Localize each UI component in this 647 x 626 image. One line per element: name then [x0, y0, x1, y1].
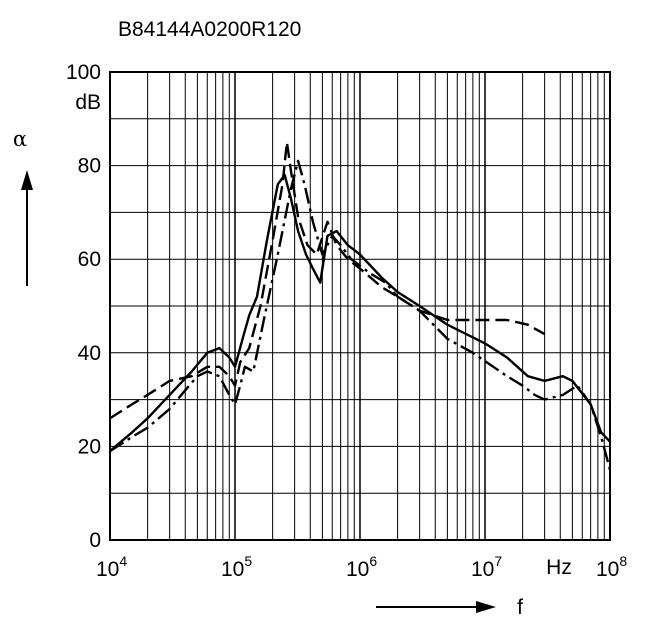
x-axis-label: f [517, 596, 523, 619]
y-tick-labels: 0 20 40 60 80 100 [66, 61, 101, 552]
x-unit-label: Hz [546, 556, 572, 579]
y-tick-label: 40 [78, 342, 101, 365]
y-axis-arrow-icon [21, 170, 33, 190]
y-tick-label: 80 [78, 155, 101, 178]
y-tick-label: 0 [89, 529, 101, 552]
x-tick-label: 108 [596, 553, 627, 581]
chart-title: B84144A0200R120 [118, 18, 301, 41]
y-tick-label: 60 [78, 248, 101, 271]
y-tick-label: 100 [66, 61, 101, 84]
y-tick-label: 20 [78, 435, 101, 458]
x-tick-label: 106 [346, 553, 377, 581]
x-tick-label: 107 [471, 553, 502, 581]
series-line-3 [109, 159, 612, 471]
x-tick-label: 105 [221, 553, 252, 581]
series-group [109, 141, 612, 471]
y-axis-label: α [13, 127, 27, 151]
plot-frame [109, 71, 611, 541]
series-line-1 [109, 173, 611, 453]
grid [110, 72, 610, 540]
x-axis-arrow-icon [476, 601, 496, 613]
x-tick-label: 104 [96, 553, 127, 581]
y-unit-label: dB [75, 91, 101, 114]
